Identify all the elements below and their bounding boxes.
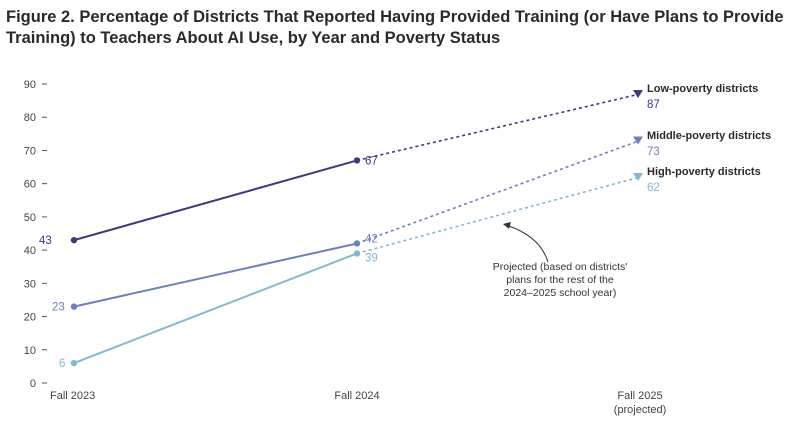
annotation-text: plans for the rest of the [506,274,614,286]
annotation-text: Projected (based on districts' [493,261,628,273]
data-label: 42 [365,233,378,245]
projected-value-label: 73 [647,146,660,158]
series-line-projected [356,139,641,245]
projected-value-label: 87 [647,99,660,111]
y-tick-label: 0 [30,378,36,390]
x-tick-label: Fall 2025 [617,390,662,402]
y-tick-label: 70 [24,145,36,157]
series-labels: Low-poverty districts 87 Middle-poverty di… [647,83,771,194]
figure-label: Figure 2. [6,8,75,26]
projection-annotation: Projected (based on districts'plans for … [493,222,628,299]
projected-point-marker [633,173,643,182]
data-point-marker [353,157,361,164]
data-point-marker [353,250,361,257]
series-line-projected [356,176,641,255]
data-label: 43 [39,235,52,247]
data-point-marker [353,240,361,247]
x-axis: Fall 2023 Fall 2024 Fall 2025 (projected) [50,390,666,416]
data-labels: 43 67 23 42 6 39 [39,155,378,370]
x-tick-label: (projected) [614,404,667,416]
series-name-label: High-poverty districts [647,166,761,178]
series-lines [73,93,641,364]
series-line-projected [356,93,641,162]
data-label: 67 [365,155,378,167]
data-point-marker [70,359,78,367]
y-tick-label: 10 [24,345,36,357]
x-tick-label: Fall 2024 [334,390,379,402]
y-tick-label: 50 [24,212,36,224]
data-point-marker [70,236,78,244]
annotation-arrow [505,224,549,263]
y-tick-label: 80 [24,112,36,124]
y-tick-label: 20 [24,312,36,324]
series-name-label: Low-poverty districts [647,83,758,95]
series-line-actual [73,252,358,364]
series-line-actual [73,242,358,308]
series-line-actual [73,159,358,242]
annotation-text: 2024–2025 school year) [504,287,617,299]
projected-point-marker [633,89,643,98]
y-tick-label: 30 [24,278,36,290]
data-label: 23 [52,302,65,314]
projected-value-label: 62 [647,182,660,194]
y-tick-label: 40 [24,245,36,257]
series-name-label: Middle-poverty districts [647,130,771,142]
y-tick-label: 60 [24,179,36,191]
series-markers [70,89,643,367]
data-label: 39 [365,252,378,264]
data-label: 6 [59,358,65,370]
figure-title-text: Percentage of Districts That Reported Ha… [6,8,784,47]
y-axis: 0 10 20 30 40 50 60 70 80 90 [24,79,47,390]
x-tick-label: Fall 2023 [50,390,95,402]
projected-point-marker [633,136,643,145]
y-tick-label: 90 [24,79,36,91]
annotation-arrowhead [503,222,511,229]
chart-title: Figure 2. Percentage of Districts That R… [6,7,786,49]
data-point-marker [70,303,78,310]
